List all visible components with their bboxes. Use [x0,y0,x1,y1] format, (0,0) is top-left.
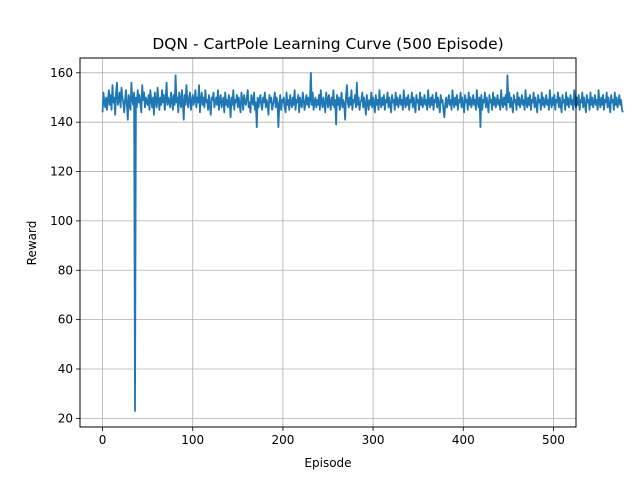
y-tick-label: 100 [50,214,73,228]
x-axis-label: Episode [304,456,351,470]
y-tick-label: 80 [58,263,73,277]
x-tick-label: 300 [362,433,385,447]
plot-area-frame [79,57,577,428]
y-tick-label: 20 [58,411,73,425]
axis-ticks: 0 100 200 300 400 500 20 40 60 80 100 120 140 160 [50,66,565,447]
reward-series-line [101,71,624,412]
x-tick-label: 100 [181,433,204,447]
chart-title: DQN - CartPole Learning Curve (500 Episo… [152,35,503,53]
x-tick-label: 400 [452,433,475,447]
y-tick-label: 140 [50,115,73,129]
y-tick-label: 120 [50,165,73,179]
y-tick-label: 40 [58,362,73,376]
y-tick-label: 60 [58,313,73,327]
grid-lines [80,58,576,427]
x-tick-label: 500 [542,433,565,447]
series-layer [101,71,624,412]
x-tick-label: 0 [99,433,107,447]
x-tick-label: 200 [271,433,294,447]
y-axis-label: Reward [25,221,39,266]
y-tick-label: 160 [50,66,73,80]
